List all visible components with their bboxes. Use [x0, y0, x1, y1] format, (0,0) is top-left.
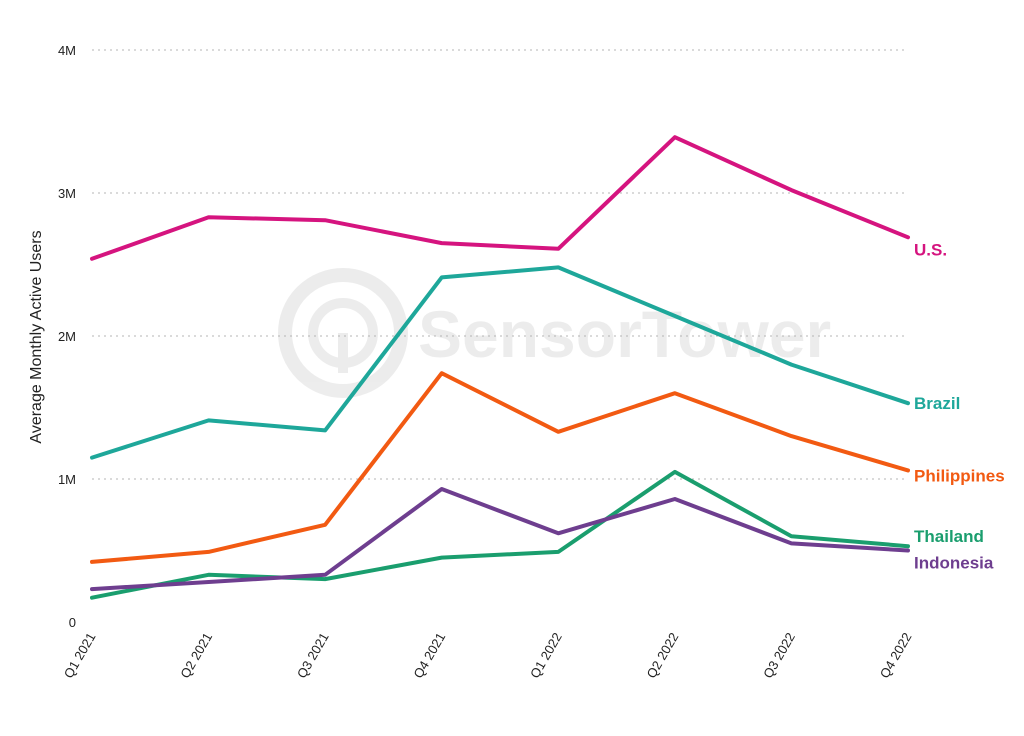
- x-tick-label-q1-2022: Q1 2022: [527, 630, 565, 681]
- sensortower-watermark: SensorTower: [278, 268, 831, 398]
- x-tick-label-q2-2021: Q2 2021: [177, 630, 215, 681]
- series-label-brazil: Brazil: [914, 394, 960, 413]
- y-tick-label-4m: 4M: [58, 43, 76, 58]
- series-label-thailand: Thailand: [914, 527, 984, 546]
- series-label-indonesia: Indonesia: [914, 554, 994, 573]
- x-tick-label-q4-2021: Q4 2021: [410, 630, 448, 681]
- y-axis-label: Average Monthly Active Users: [28, 230, 45, 443]
- series-label-u-s: U.S.: [914, 240, 947, 259]
- series-label-philippines: Philippines: [914, 466, 1005, 485]
- y-tick-label-2m: 2M: [58, 329, 76, 344]
- y-tick-label-0: 0: [69, 615, 76, 630]
- series-line-indonesia: [90, 487, 910, 592]
- x-tick-label-q1-2021: Q1 2021: [61, 630, 99, 681]
- series-line-brazil: [90, 265, 910, 460]
- series-line-u-s: [90, 135, 910, 261]
- svg-text:SensorTower: SensorTower: [418, 297, 831, 371]
- series-line-philippines: [90, 371, 910, 564]
- x-tick-label-q4-2022: Q4 2022: [877, 630, 915, 681]
- series-line-thailand: [90, 469, 910, 600]
- x-tick-label-q3-2022: Q3 2022: [760, 630, 798, 681]
- y-tick-label-1m: 1M: [58, 472, 76, 487]
- x-tick-label-q2-2022: Q2 2022: [644, 630, 682, 681]
- y-tick-label-3m: 3M: [58, 186, 76, 201]
- x-tick-label-q3-2021: Q3 2021: [294, 630, 332, 681]
